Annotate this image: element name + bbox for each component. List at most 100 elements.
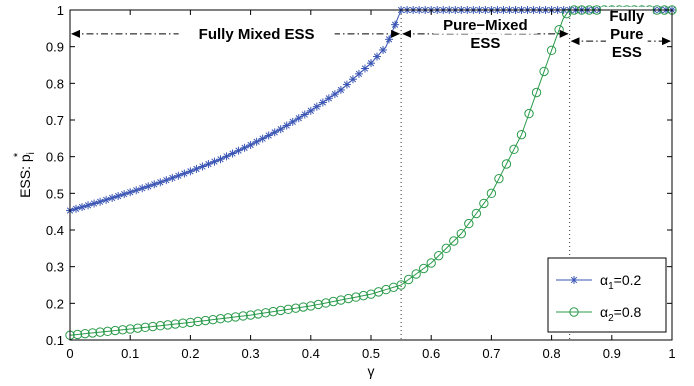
data-point	[418, 263, 429, 274]
data-point	[539, 66, 549, 77]
x-tick-label: 0.6	[422, 346, 440, 361]
data-point	[180, 169, 189, 178]
data-point	[318, 98, 327, 107]
x-tick-label: 0.9	[603, 346, 621, 361]
series-1	[66, 6, 676, 215]
data-point	[411, 269, 421, 279]
x-tick-label: 0.4	[302, 346, 320, 361]
y-tick-label: 0.8	[46, 76, 64, 91]
data-point	[198, 162, 207, 171]
region-label: Pure	[610, 26, 643, 43]
y-tick-label: 0.3	[46, 260, 64, 275]
x-tick-label: 0.7	[482, 346, 500, 361]
region-label-bg	[600, 6, 653, 25]
data-point	[288, 117, 297, 126]
x-tick-label: 0.3	[242, 346, 260, 361]
data-point	[260, 308, 271, 318]
data-point	[306, 106, 315, 115]
data-point	[155, 321, 166, 331]
data-point	[117, 325, 128, 335]
data-point	[253, 309, 263, 319]
data-point	[351, 292, 361, 302]
data-point	[479, 198, 489, 209]
data-point	[144, 182, 153, 191]
data-point	[72, 329, 83, 340]
y-tick-label: 0.5	[46, 186, 64, 201]
data-point	[258, 134, 267, 143]
region-label: Fully	[609, 8, 645, 25]
data-point	[391, 20, 400, 29]
y-axis-label-sup: *	[12, 152, 24, 157]
data-point	[114, 192, 123, 201]
region-annotation-1: Fully Mixed ESS	[71, 24, 401, 43]
y-tick-label: 0.6	[46, 150, 64, 165]
data-point	[72, 204, 81, 213]
legend-marker	[570, 276, 578, 284]
y-axis-label: ESS: pi*	[12, 152, 37, 198]
data-point	[84, 201, 93, 210]
data-point	[246, 140, 255, 149]
data-point	[90, 199, 99, 208]
data-point	[238, 311, 248, 321]
data-point	[396, 280, 406, 290]
data-point	[283, 304, 293, 315]
legend-label: α2=0.8	[600, 304, 642, 324]
data-point	[150, 180, 159, 189]
data-point	[87, 328, 98, 338]
data-point	[509, 144, 519, 155]
y-tick-label: 0.9	[46, 40, 64, 55]
data-point	[110, 325, 120, 336]
data-point	[282, 121, 291, 130]
data-point	[156, 178, 165, 187]
data-point	[223, 313, 233, 323]
data-point	[294, 114, 303, 123]
data-point	[360, 64, 369, 73]
data-point	[125, 324, 135, 334]
data-point	[501, 159, 512, 169]
data-point	[373, 52, 382, 61]
data-point	[126, 188, 135, 197]
y-tick-label: 0.7	[46, 113, 64, 128]
data-point	[78, 203, 87, 212]
data-point	[328, 296, 339, 307]
data-point	[216, 155, 225, 164]
x-axis-label: γ	[368, 363, 375, 379]
data-point	[133, 323, 143, 333]
data-point	[140, 322, 150, 333]
data-point	[379, 45, 388, 54]
data-point	[132, 186, 141, 195]
data-point	[163, 320, 173, 330]
data-point	[204, 160, 213, 169]
data-point	[516, 129, 527, 140]
data-point	[178, 318, 188, 328]
data-point	[96, 197, 105, 206]
data-point	[291, 303, 301, 313]
y-tick-label: 1	[57, 3, 64, 18]
data-point	[471, 208, 482, 219]
region-label-bg	[469, 33, 501, 52]
data-point	[270, 128, 279, 137]
data-point	[230, 312, 241, 322]
data-point	[148, 321, 158, 332]
data-point	[252, 137, 261, 146]
data-point	[464, 218, 474, 229]
y-tick-label: 0.1	[46, 333, 64, 348]
data-point	[358, 290, 369, 301]
data-point	[426, 258, 436, 268]
x-tick-label: 0.2	[181, 346, 199, 361]
legend-box	[547, 257, 667, 333]
data-point	[276, 125, 285, 134]
data-point	[102, 326, 113, 337]
data-point	[300, 110, 309, 119]
data-point	[336, 295, 346, 305]
x-tick-label: 1	[668, 346, 675, 361]
data-point	[486, 188, 497, 199]
legend: α1=0.2 α2=0.8	[547, 257, 667, 333]
data-point	[546, 45, 557, 56]
data-point	[494, 173, 504, 184]
data-point	[306, 301, 316, 311]
data-point	[193, 316, 203, 327]
data-point	[210, 157, 219, 166]
